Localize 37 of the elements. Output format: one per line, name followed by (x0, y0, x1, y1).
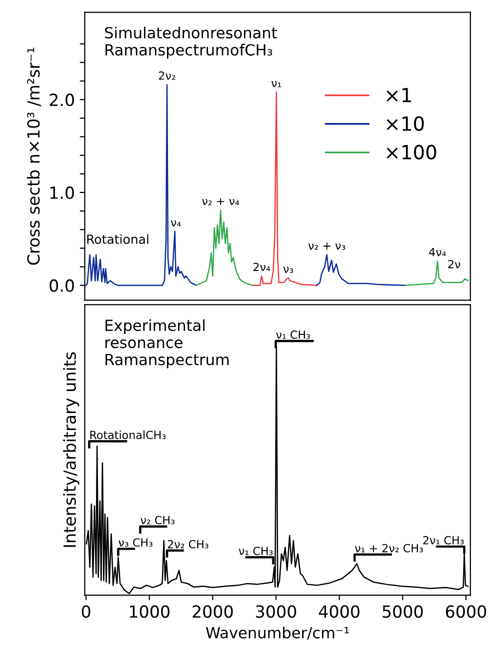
annotation: RotationalCH₃ (90, 430, 166, 440)
annotation: ν₄ (170, 220, 181, 226)
legend-label: ×1 (386, 88, 411, 102)
annotation: ν₂ CH₃ (140, 516, 174, 524)
legend-label: ×100 (386, 144, 436, 160)
x-tick-label: 1000 (130, 605, 170, 618)
y-axis-title: Intensity/arbitrary units (63, 352, 80, 547)
x-tick-label: 5000 (382, 605, 423, 618)
line-series (252, 92, 318, 286)
annotation: ν₃ CH₃ (118, 538, 152, 547)
annotation: 2ν₂ (158, 71, 176, 80)
annotation: ν₁ + 2ν₂ CH₃ (354, 544, 423, 552)
text: ν₁ CH₃ (276, 330, 310, 339)
annotation: 2ν₄ (254, 262, 270, 272)
annotation: ν₂ + ν₄ (202, 198, 240, 206)
y-axis-title: Cross sectb n×10³ /m²sr⁻¹ (26, 48, 42, 265)
x-axis-title: Wavenumber/cm⁻¹ (206, 626, 349, 640)
x-tick-label: 0 (82, 605, 90, 618)
annotation: ν₂ + ν₃ (308, 242, 346, 250)
annotation: ν₃ (283, 266, 294, 273)
annotation: ν₁ (271, 81, 282, 88)
annotation: 2ν (448, 260, 460, 268)
y-tick-label: 0.0 (50, 279, 74, 292)
annotation: 2ν₂ CH₃ (168, 540, 208, 548)
x-tick-label: 4000 (318, 605, 360, 618)
y-tick-label: 2.0 (50, 94, 74, 106)
text: Simulatednonresonant RamanspectrumofCH₃ (105, 26, 277, 59)
annotation: 2ν₁ CH₃ (423, 536, 464, 544)
y-tick-label: 1.0 (50, 186, 74, 200)
annotation: Rotational (87, 234, 148, 244)
annotation: 4ν₄ (429, 248, 446, 256)
legend-label: ×10 (386, 116, 424, 131)
x-tick-label: 3000 (256, 605, 296, 618)
chart-title: Experimental resonance Ramanspectrum (105, 319, 229, 368)
x-tick-label: 6000 (446, 605, 486, 618)
annotation: ν₁ CH₃ (238, 546, 273, 556)
x-tick-label: 2000 (192, 605, 233, 618)
